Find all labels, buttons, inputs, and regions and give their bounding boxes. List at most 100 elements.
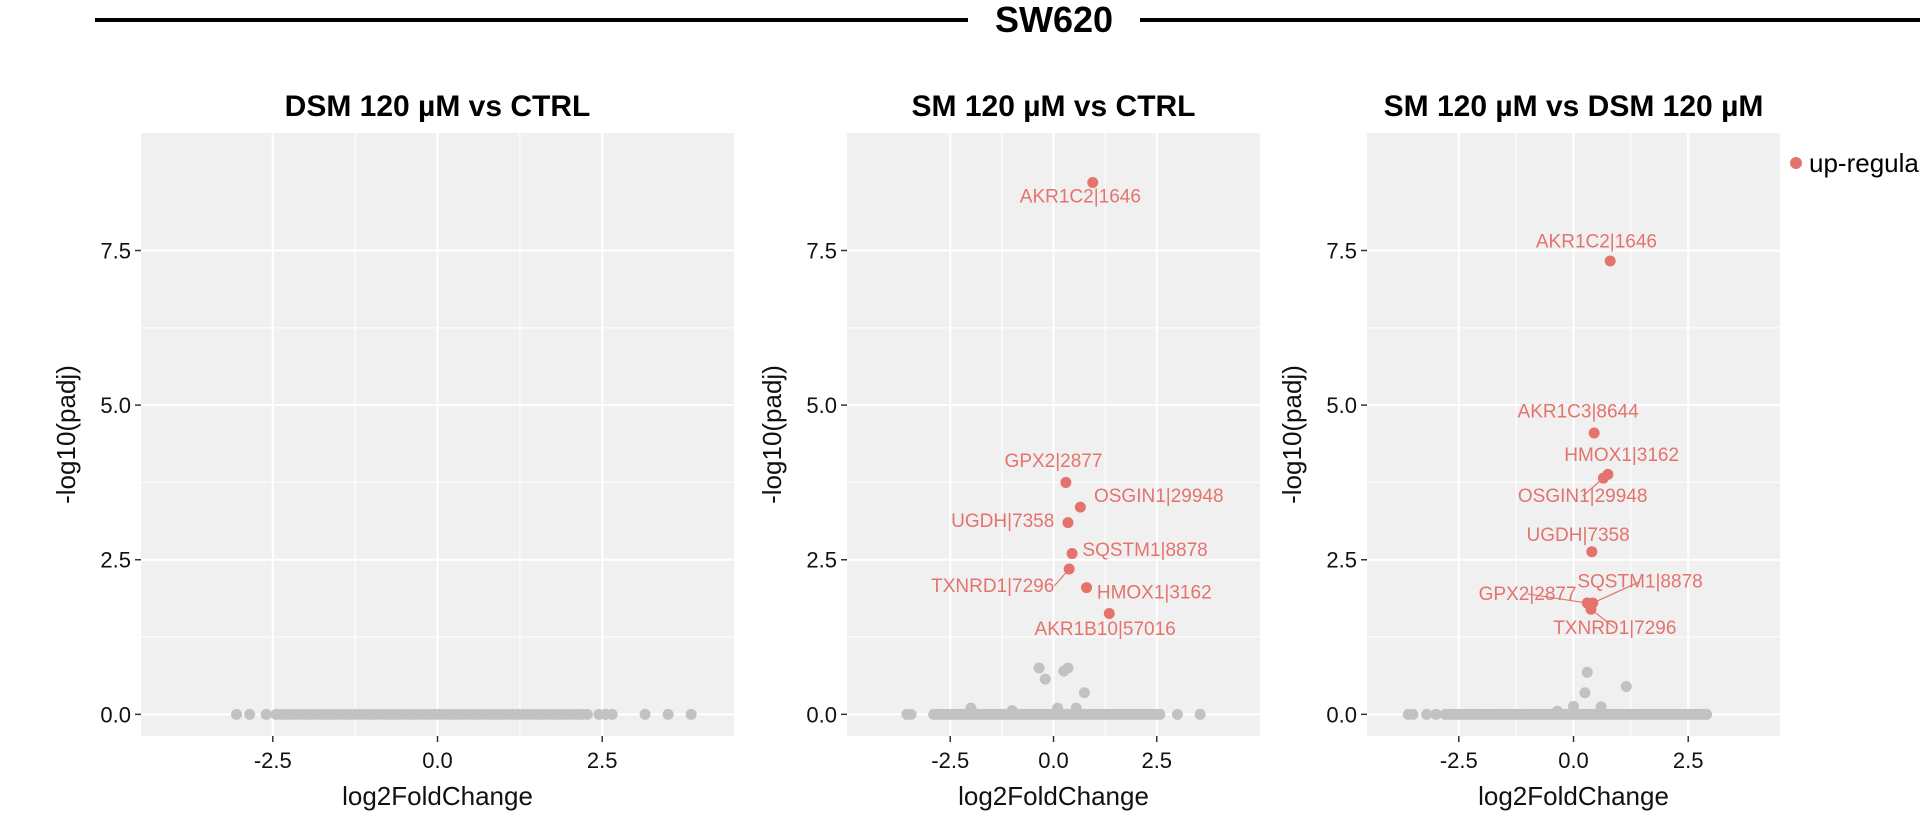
point-ns <box>1039 673 1051 685</box>
point-ns <box>606 708 618 720</box>
x-tick-label: 0.0 <box>1038 748 1069 773</box>
point-ns <box>1194 708 1206 720</box>
legend-label-up: up-regula <box>1809 148 1919 178</box>
point-ns <box>260 708 272 720</box>
x-tick-label: 2.5 <box>587 748 618 773</box>
y-tick-label: 5.0 <box>1326 393 1357 418</box>
point-label: GPX2|2877 <box>1005 451 1103 472</box>
label-leader <box>1527 593 1588 604</box>
point-ns <box>1407 708 1419 720</box>
y-tick-label: 7.5 <box>806 239 837 264</box>
point-up <box>1066 548 1078 560</box>
point-ns <box>1581 666 1593 678</box>
point-up <box>1087 176 1099 188</box>
y-tick-label: 2.5 <box>100 548 131 573</box>
point-label: SQSTM1|8878 <box>1082 540 1207 561</box>
panel-title: SM 120 µM vs CTRL <box>911 90 1195 123</box>
point-up <box>1604 255 1616 267</box>
point-label: HMOX1|3162 <box>1564 445 1679 466</box>
point-ns <box>1701 708 1713 720</box>
y-tick-label: 5.0 <box>100 393 131 418</box>
x-tick-label: 2.5 <box>1141 748 1172 773</box>
point-ns <box>1579 687 1591 699</box>
point-ns <box>905 708 917 720</box>
point-ns <box>1078 687 1090 699</box>
point-ns <box>1052 702 1064 714</box>
x-tick-label: -2.5 <box>254 748 292 773</box>
y-axis-label: -log10(padj) <box>757 365 787 504</box>
x-tick-label: 0.0 <box>1558 748 1589 773</box>
y-tick-label: 0.0 <box>1326 702 1357 727</box>
point-ns <box>1421 708 1433 720</box>
point-ns <box>685 708 697 720</box>
point-label: GPX2|2877 <box>1479 584 1577 605</box>
x-tick-label: 2.5 <box>1673 748 1704 773</box>
panel-2: -2.5 0.0 2.5 0.0 2.5 5.0 7.5 SM 120 µM vs CTRL l… <box>757 90 1260 811</box>
point-ns <box>1006 705 1018 717</box>
point-ns <box>639 708 651 720</box>
y-tick-label: 7.5 <box>1326 239 1357 264</box>
y-axis-label: -log10(padj) <box>51 365 81 504</box>
y-tick-label: 0.0 <box>806 702 837 727</box>
point-up <box>1074 501 1086 513</box>
y-tick-label: 2.5 <box>806 548 837 573</box>
point-ns <box>244 708 256 720</box>
point-up <box>1063 563 1075 575</box>
point-ns <box>1551 705 1563 717</box>
point-ns <box>1033 662 1045 674</box>
point-up <box>1081 582 1093 594</box>
point-ns <box>1620 681 1632 693</box>
point-ns <box>1430 708 1442 720</box>
point-label: OSGIN1|29948 <box>1518 486 1648 507</box>
point-ns <box>965 702 977 714</box>
point-ns <box>581 708 593 720</box>
point-ns <box>662 708 674 720</box>
point-label: SQSTM1|8878 <box>1577 572 1702 593</box>
panels: -2.5 0.0 2.5 0.0 2.5 5.0 7.5 DSM 120 µM vs CTRL… <box>51 90 1780 811</box>
point-up <box>1103 608 1115 620</box>
point-label: TXNRD1|7296 <box>1553 618 1676 639</box>
x-axis-label: log2FoldChange <box>958 781 1149 811</box>
point-ns <box>1070 702 1082 714</box>
panel-title: DSM 120 µM vs CTRL <box>285 90 591 123</box>
panel-1: -2.5 0.0 2.5 0.0 2.5 5.0 7.5 DSM 120 µM vs CTRL… <box>51 90 734 811</box>
x-tick-label: 0.0 <box>422 748 453 773</box>
y-tick-label: 5.0 <box>806 393 837 418</box>
point-up <box>1585 603 1597 615</box>
figure-title: SW620 <box>995 0 1113 40</box>
point-ns <box>231 708 243 720</box>
x-tick-label: -2.5 <box>931 748 969 773</box>
x-axis-label: log2FoldChange <box>342 781 533 811</box>
label-leader <box>1592 581 1641 604</box>
point-ns <box>1062 662 1074 674</box>
y-axis-label: -log10(padj) <box>1277 365 1307 504</box>
point-ns <box>1568 700 1579 712</box>
point-label: AKR1C2|1646 <box>1020 186 1141 207</box>
point-label: AKR1B10|57016 <box>1035 619 1176 640</box>
y-tick-label: 0.0 <box>100 702 131 727</box>
point-label: TXNRD1|7296 <box>931 576 1054 597</box>
point-label: AKR1C3|8644 <box>1518 401 1640 422</box>
point-label: AKR1C2|1646 <box>1536 231 1657 252</box>
point-up <box>1586 546 1598 558</box>
point-up <box>1588 427 1600 439</box>
point-label: HMOX1|3162 <box>1097 583 1212 604</box>
panel-title: SM 120 µM vs DSM 120 µM <box>1384 90 1764 123</box>
y-tick-label: 2.5 <box>1326 548 1357 573</box>
x-tick-label: -2.5 <box>1440 748 1478 773</box>
point-up <box>1062 517 1074 529</box>
point-label: UGDH|7358 <box>951 511 1054 532</box>
y-tick-label: 7.5 <box>100 239 131 264</box>
point-up <box>1060 476 1072 488</box>
point-ns <box>1595 701 1607 713</box>
point-ns <box>1171 708 1183 720</box>
point-label: UGDH|7358 <box>1527 525 1630 546</box>
legend-marker-up <box>1790 157 1802 169</box>
x-axis-label: log2FoldChange <box>1478 781 1669 811</box>
panel-3: -2.5 0.0 2.5 0.0 2.5 5.0 7.5 SM 120 µM vs DSM 1… <box>1277 90 1780 811</box>
point-ns <box>1154 708 1166 720</box>
point-label: OSGIN1|29948 <box>1094 486 1224 507</box>
point-up <box>1597 472 1609 484</box>
